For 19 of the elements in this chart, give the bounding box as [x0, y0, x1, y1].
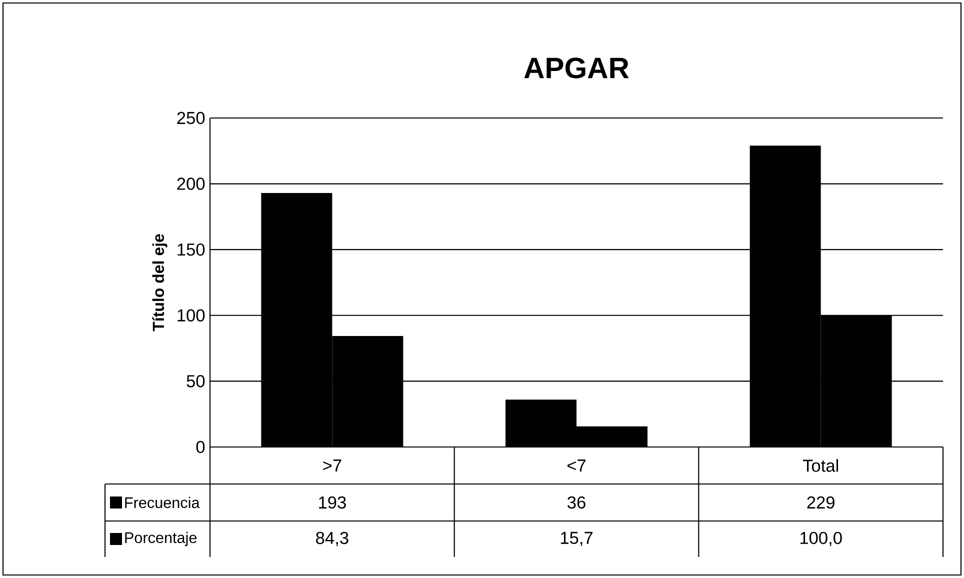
x-tick-label: <7: [567, 460, 586, 472]
y-axis-title: Título del eje: [152, 234, 168, 332]
y-tick-label: 200: [177, 178, 205, 190]
data-label: 15,7: [560, 532, 592, 546]
legend-label: Frecuencia: [125, 496, 200, 508]
data-label: 100,0: [800, 532, 842, 546]
chart-title: APGAR: [524, 58, 629, 78]
x-tick-label: Total: [802, 459, 838, 472]
data-label: 36: [568, 496, 586, 509]
y-tick-label: 50: [186, 375, 205, 388]
y-tick-label: 250: [177, 112, 205, 124]
y-tick-label: 150: [178, 243, 205, 256]
legend-label: Porcentaje: [125, 532, 197, 546]
x-tick-label: >7: [323, 460, 342, 472]
y-tick-label: 0: [196, 440, 205, 454]
data-label: 229: [807, 496, 834, 509]
data-label: 193: [319, 496, 346, 509]
data-label: 84,3: [316, 532, 348, 546]
y-tick-label: 100: [178, 309, 205, 322]
